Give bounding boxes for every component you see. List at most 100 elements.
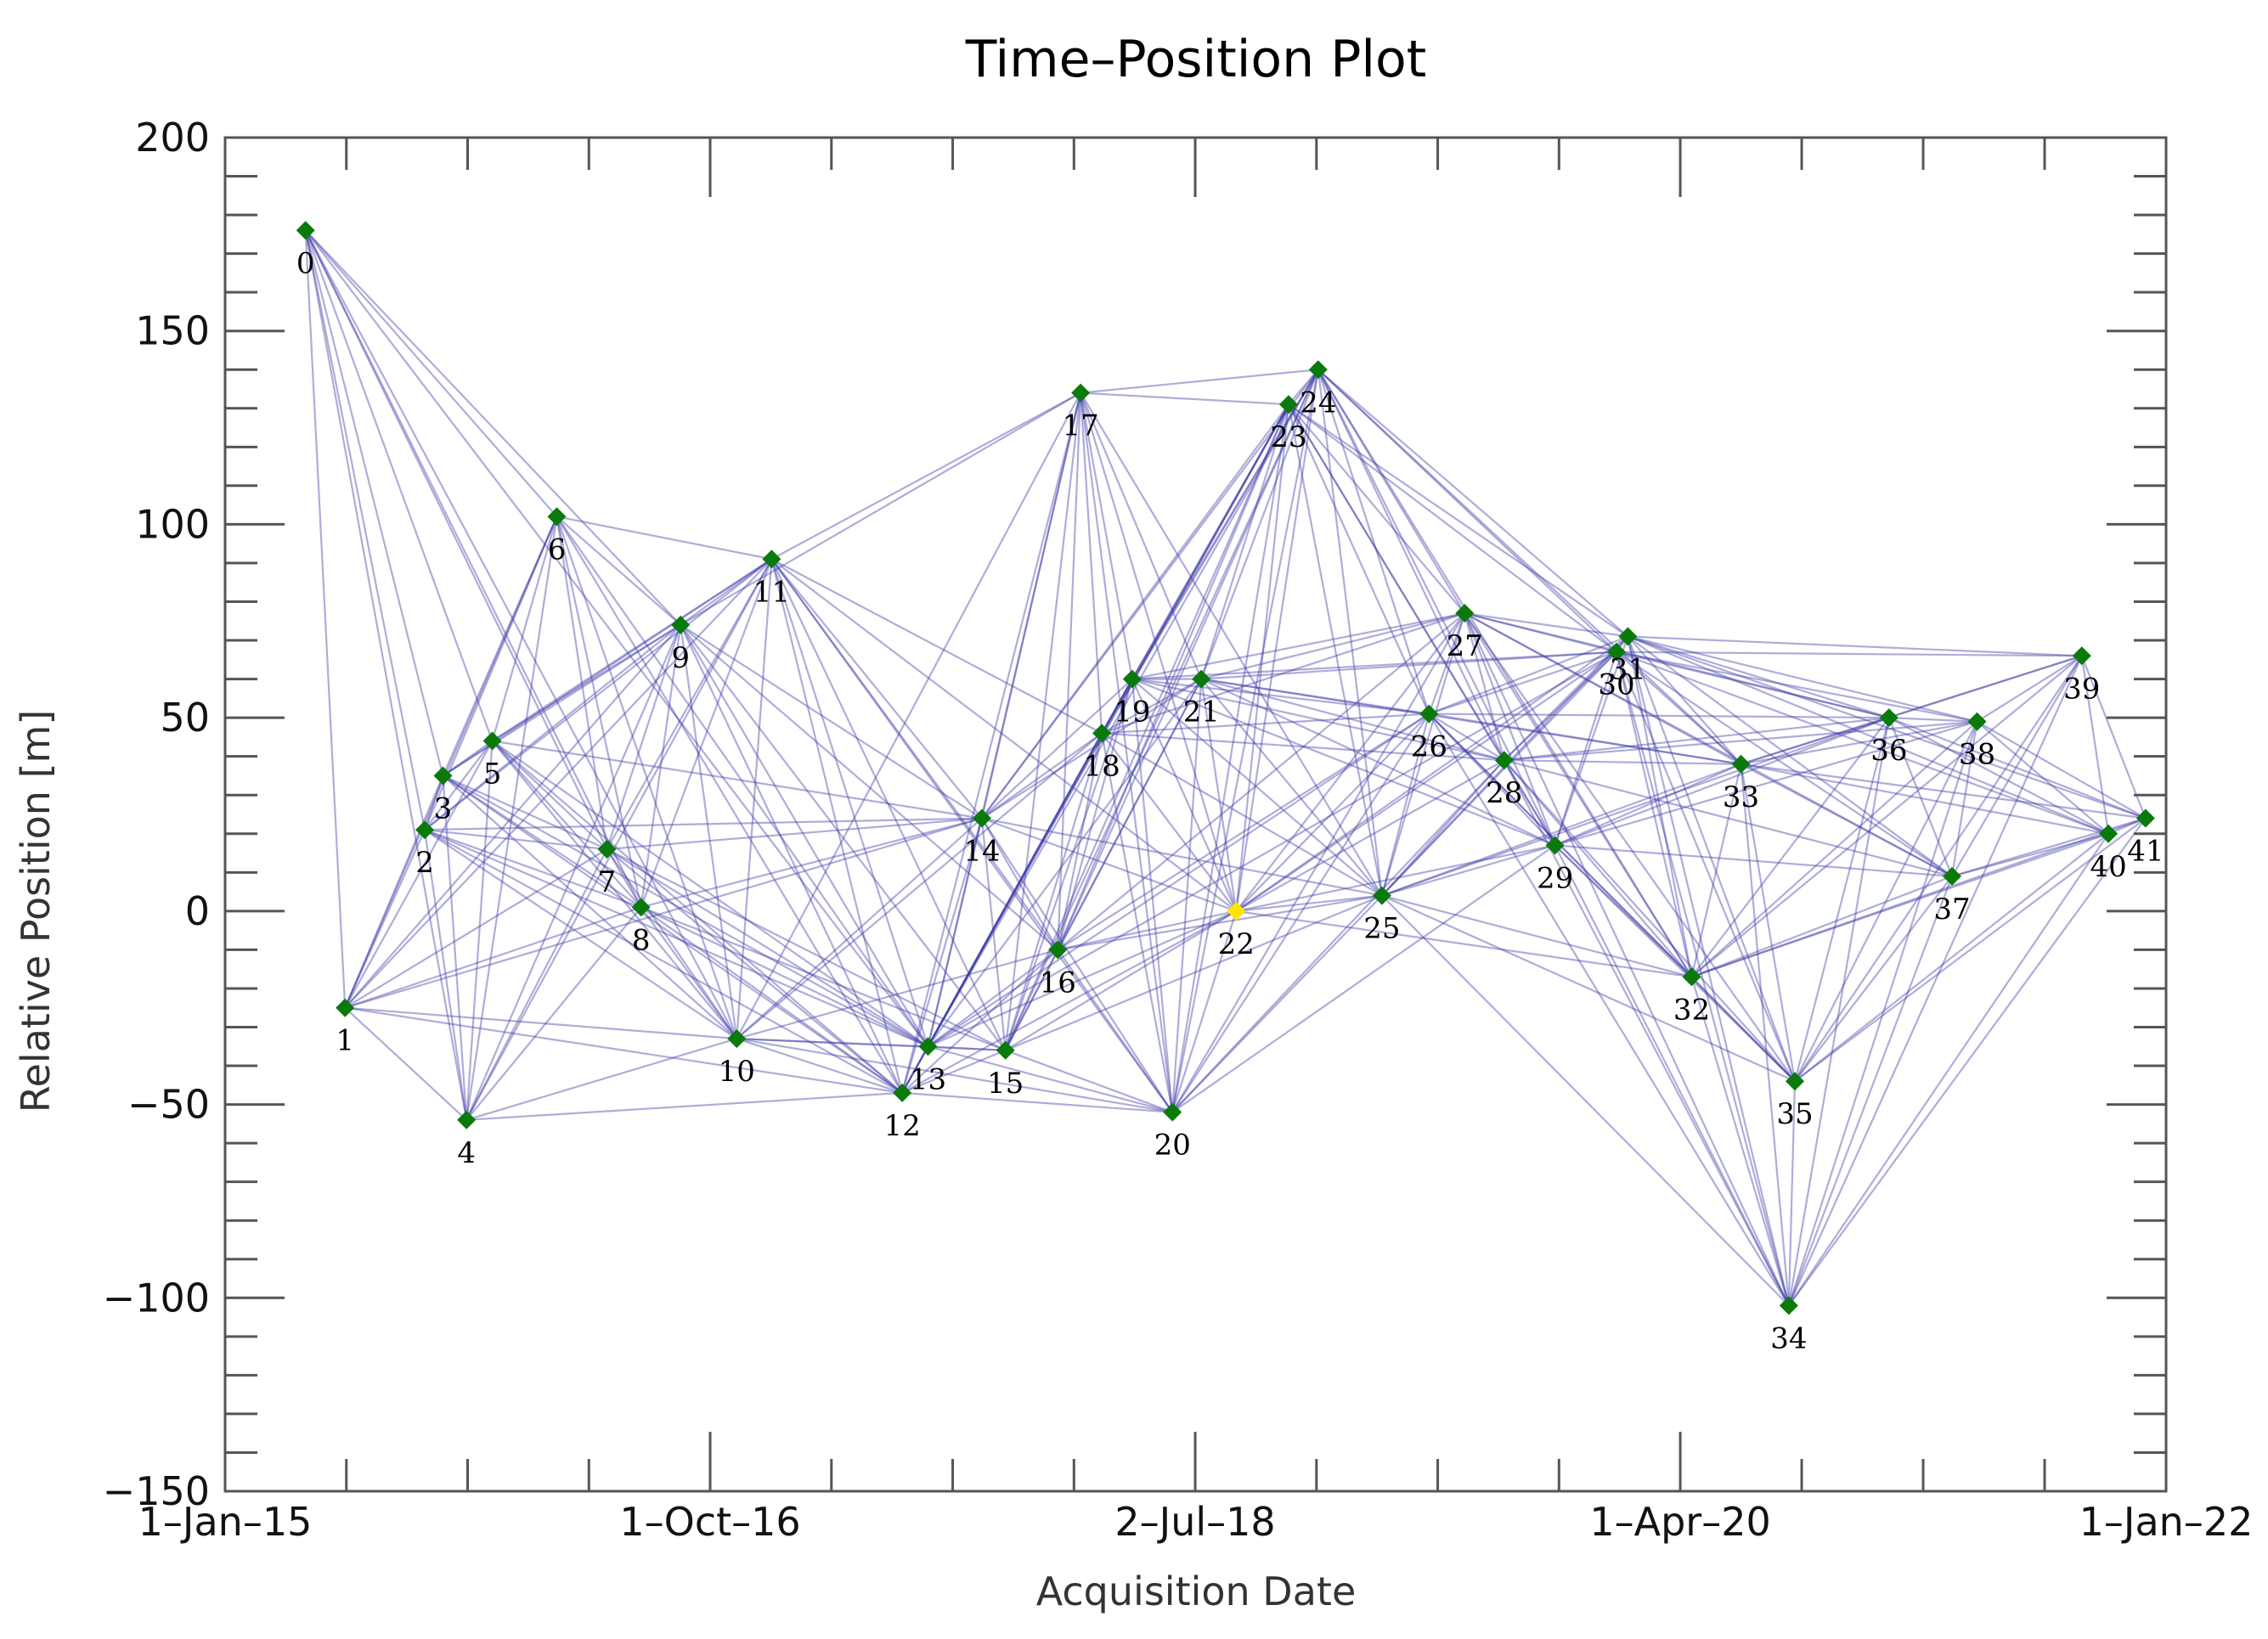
- connection-28-37: [1504, 759, 1953, 877]
- point-label-35: 35: [1776, 1097, 1813, 1131]
- connection-5-7: [491, 740, 608, 850]
- connection-13-30: [927, 651, 1617, 1048]
- connection-15-16: [1004, 949, 1059, 1051]
- connection-21-22: [1200, 679, 1238, 912]
- point-label-25: 25: [1363, 912, 1400, 946]
- connection-28-29: [1503, 759, 1556, 846]
- connection-1-11: [344, 558, 773, 1009]
- connection-29-30: [1554, 651, 1618, 846]
- connection-35-36: [1793, 717, 1890, 1082]
- connection-28-33: [1504, 759, 1741, 765]
- connection-13-20: [928, 1045, 1173, 1113]
- connection-17-24: [1080, 369, 1318, 394]
- connection-8-9: [640, 624, 682, 908]
- y-tick-label: 200: [135, 115, 210, 161]
- connection-39-40: [2080, 656, 2110, 834]
- connection-37-38: [1950, 721, 1978, 877]
- connection-5-6: [491, 515, 558, 741]
- connection-15-21: [1004, 679, 1203, 1051]
- y-tick-label: 100: [135, 501, 210, 547]
- connection-32-37: [1691, 875, 1953, 978]
- connection-20-24: [1171, 369, 1319, 1112]
- connection-36-40: [1888, 717, 2109, 835]
- connection-29-38: [1554, 720, 1977, 847]
- connection-15-22: [1005, 910, 1237, 1051]
- point-labels: 0123456789101112131415161718192021222324…: [296, 246, 2164, 1355]
- connection-9-16: [680, 623, 1059, 951]
- connection-34-35: [1787, 1081, 1797, 1306]
- connection-33-34: [1740, 763, 1790, 1306]
- point-label-15: 15: [987, 1067, 1024, 1101]
- connection-30-40: [1616, 651, 2109, 835]
- connection-8-13: [640, 906, 928, 1048]
- data-point-27: [1455, 604, 1475, 623]
- connection-37-40: [1951, 832, 2109, 877]
- connection-32-40: [1691, 832, 2109, 978]
- connection-2-3: [423, 775, 444, 831]
- connection-17-21: [1080, 392, 1203, 680]
- connection-23-28: [1288, 403, 1505, 761]
- connection-3-10: [442, 774, 738, 1039]
- connection-13-19: [927, 679, 1133, 1047]
- connection-21-33: [1201, 678, 1741, 765]
- point-label-23: 23: [1270, 420, 1306, 454]
- connection-7-13: [606, 848, 929, 1048]
- connection-1-3: [344, 775, 444, 1009]
- connection-25-29: [1381, 844, 1555, 897]
- data-point-40: [2099, 824, 2118, 843]
- connection-25-26: [1380, 713, 1430, 896]
- connection-12-13: [901, 1045, 929, 1094]
- connection-26-29: [1428, 712, 1556, 847]
- connection-14-22: [981, 817, 1237, 912]
- connection-28-31: [1504, 635, 1629, 761]
- connection-2-13: [424, 829, 928, 1048]
- connection-9-12: [680, 624, 904, 1094]
- connection-28-38: [1504, 720, 1977, 762]
- connection-13-22: [928, 910, 1237, 1048]
- connection-0-2: [304, 230, 426, 831]
- connection-20-21: [1171, 679, 1203, 1112]
- point-label-18: 18: [1084, 749, 1120, 783]
- connection-29-35: [1554, 844, 1796, 1082]
- connection-20-26: [1171, 713, 1430, 1113]
- connection-12-19: [901, 679, 1133, 1094]
- connection-3-4: [442, 775, 468, 1120]
- y-tick-label: −150: [103, 1468, 210, 1514]
- connection-21-26: [1201, 678, 1430, 715]
- connection-13-16: [927, 949, 1058, 1048]
- connection-15-18: [1004, 733, 1103, 1051]
- connection-25-32: [1381, 894, 1692, 978]
- x-tick-label: 1–Jan–22: [2079, 1499, 2254, 1545]
- connection-33-35: [1740, 763, 1797, 1082]
- data-point-33: [1731, 754, 1751, 774]
- point-label-39: 39: [2063, 672, 2100, 706]
- connection-26-35: [1428, 712, 1796, 1082]
- connection-11-22: [770, 558, 1237, 912]
- connection-3-12: [442, 774, 903, 1094]
- connection-20-28: [1171, 759, 1505, 1113]
- data-point-13: [918, 1037, 938, 1056]
- connection-29-33: [1554, 763, 1742, 847]
- connection-9-11: [680, 558, 773, 626]
- y-tick-label: 0: [185, 888, 210, 934]
- connection-2-14: [424, 817, 982, 831]
- connection-29-37: [1554, 844, 1953, 877]
- connection-15-23: [1004, 403, 1290, 1051]
- connection-13-18: [927, 732, 1103, 1047]
- connection-10-11: [736, 559, 773, 1039]
- connection-22-29: [1236, 844, 1555, 912]
- data-point-29: [1545, 836, 1565, 855]
- connection-7-8: [606, 848, 642, 908]
- connection-27-34: [1464, 612, 1790, 1306]
- data-point-26: [1419, 704, 1439, 724]
- plot-frame: [223, 136, 2168, 1493]
- connection-0-13: [304, 229, 929, 1047]
- connection-11-13: [770, 559, 929, 1047]
- point-label-6: 6: [548, 532, 567, 566]
- connection-6-8: [556, 516, 642, 908]
- connection-4-12: [466, 1091, 903, 1121]
- connection-12-14: [901, 818, 983, 1094]
- x-tick-label: 1–Apr–20: [1589, 1499, 1770, 1545]
- point-label-41: 41: [2127, 835, 2164, 869]
- connection-11-16: [770, 558, 1059, 951]
